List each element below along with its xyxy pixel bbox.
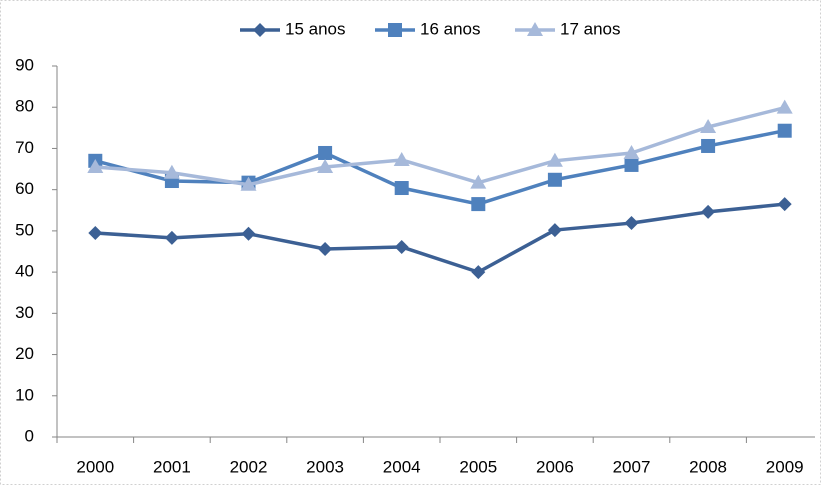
series-line [95, 202, 785, 274]
data-point [88, 225, 103, 240]
data-point [623, 144, 640, 159]
legend-marker [527, 22, 543, 36]
data-point [777, 123, 792, 138]
x-tick-label: 2008 [689, 457, 727, 476]
data-point [547, 172, 562, 187]
x-tick-label: 2003 [306, 457, 344, 476]
y-tick-label: 30 [15, 303, 34, 322]
y-tick-label: 60 [15, 179, 34, 198]
data-point [164, 230, 179, 245]
data-point [624, 216, 639, 231]
data-point [394, 239, 409, 254]
data-point [394, 181, 409, 196]
y-tick-label: 80 [15, 97, 34, 116]
data-point [87, 158, 104, 173]
legend-label: 17 anos [560, 19, 621, 38]
data-point [547, 223, 562, 238]
data-point [471, 265, 486, 280]
data-point [470, 174, 487, 189]
x-tick-label: 2000 [76, 457, 114, 476]
legend-label: 15 anos [285, 19, 346, 38]
data-point [471, 197, 486, 212]
legend-label: 16 anos [420, 19, 481, 38]
x-tick-label: 2009 [766, 457, 804, 476]
data-point [624, 157, 639, 172]
data-point [318, 145, 333, 160]
y-tick-label: 10 [15, 385, 34, 404]
y-tick-label: 20 [15, 344, 34, 363]
x-tick-label: 2001 [153, 457, 191, 476]
series-line [94, 129, 786, 206]
data-point [163, 164, 180, 179]
data-point [777, 197, 792, 212]
x-tick-label: 2004 [383, 457, 421, 476]
y-tick-label: 40 [15, 262, 34, 281]
data-point [241, 226, 256, 241]
x-tick-label: 2007 [613, 457, 651, 476]
legend-marker [253, 23, 267, 37]
data-point [546, 152, 563, 167]
y-tick-label: 50 [15, 220, 34, 239]
data-point [393, 151, 410, 166]
data-point [318, 242, 333, 257]
x-tick-label: 2005 [459, 457, 497, 476]
x-tick-label: 2006 [536, 457, 574, 476]
x-tick-label: 2002 [230, 457, 268, 476]
data-point [700, 119, 717, 134]
series-line [95, 105, 786, 187]
y-tick-label: 0 [25, 426, 34, 445]
data-point [317, 158, 334, 173]
legend-marker [388, 23, 402, 37]
data-point [240, 176, 257, 191]
y-tick-label: 90 [15, 55, 34, 74]
data-point [776, 99, 793, 114]
data-point [701, 204, 716, 219]
y-tick-label: 70 [15, 138, 34, 157]
data-point [701, 138, 716, 153]
